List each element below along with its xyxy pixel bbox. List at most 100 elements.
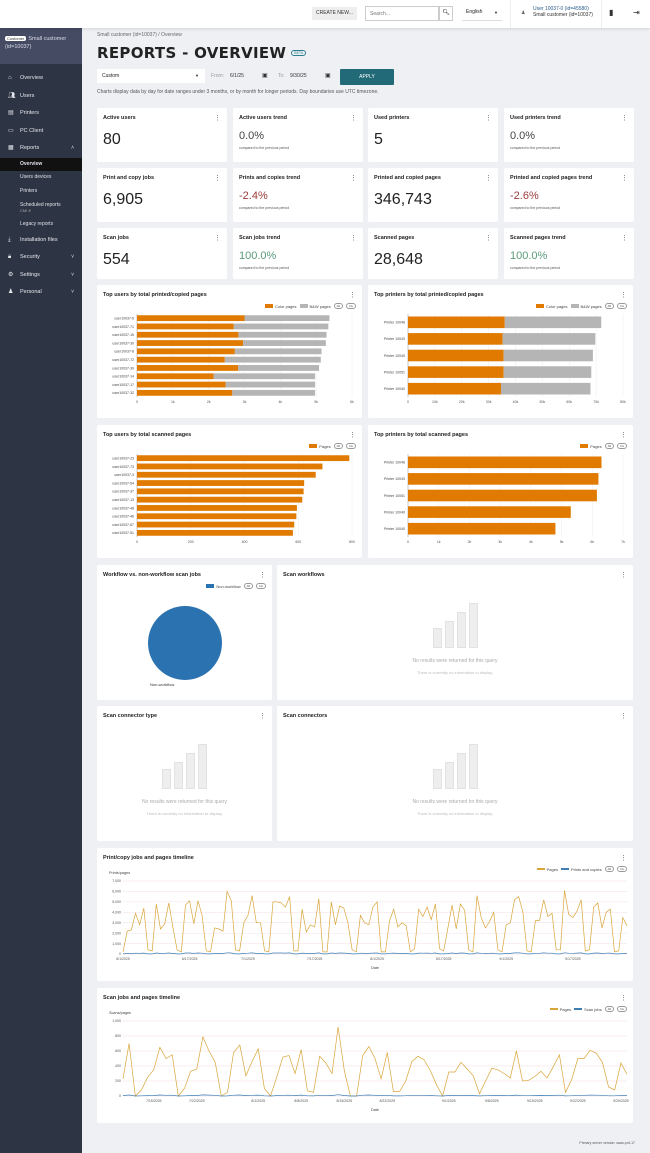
bar[interactable] [408,366,504,378]
bar[interactable] [244,315,330,322]
sidebar-item-printers[interactable]: ▤ Printers [0,105,82,123]
invert-toggle[interactable]: Inv [616,303,627,309]
legend-item[interactable]: B&W pages [570,304,602,309]
bar[interactable] [137,323,234,330]
bar[interactable] [408,316,505,329]
create-new-button[interactable]: CREATE NEW... [312,7,357,20]
calendar-icon[interactable]: ▣ [262,73,268,79]
more-menu-icon[interactable]: ⋮ [620,432,627,439]
all-toggle[interactable]: All [243,583,253,589]
breadcrumb[interactable]: Small customer (id=10037) / Overview [97,32,182,38]
invert-toggle[interactable]: Inv [616,1006,627,1012]
all-toggle[interactable]: All [604,866,614,872]
logout-icon[interactable]: ⇥ [633,8,640,17]
invert-toggle[interactable]: Inv [616,866,627,872]
all-toggle[interactable]: All [333,303,343,309]
legend-item[interactable]: Pages [549,1007,571,1012]
sidebar-item-pc-client[interactable]: ▭ PC Client [0,123,82,141]
bar[interactable] [137,480,305,486]
all-toggle[interactable]: All [333,443,343,449]
bar[interactable] [232,389,316,396]
invert-toggle[interactable]: Inv [255,583,266,589]
to-date-input[interactable]: 9/30/25 [290,73,307,79]
more-menu-icon[interactable]: ⋮ [485,175,492,182]
series-line-jobs[interactable] [122,1094,628,1097]
sidebar-item-settings[interactable]: ⚙ Settings ˅ [0,267,82,285]
more-menu-icon[interactable]: ⋮ [349,432,356,439]
more-menu-icon[interactable]: ⋮ [350,175,357,182]
from-date-input[interactable]: 6/1/25 [230,73,244,79]
bar[interactable] [137,381,226,388]
bar[interactable] [408,333,503,345]
more-menu-icon[interactable]: ⋮ [621,235,628,242]
bar[interactable] [504,316,602,329]
more-menu-icon[interactable]: ⋮ [485,115,492,122]
bar[interactable] [137,373,214,380]
bar[interactable] [137,496,303,503]
bar[interactable] [500,382,591,395]
more-menu-icon[interactable]: ⋮ [214,235,221,242]
sidebar-item-security[interactable]: 🔒︎ Security ˅ [0,249,82,267]
more-menu-icon[interactable]: ⋮ [620,292,627,299]
sidebar-item-installation-files[interactable]: ⤓ Installation files [0,232,82,250]
more-menu-icon[interactable]: ⋮ [620,995,627,1002]
series-line-jobs[interactable] [122,952,628,955]
bar[interactable] [238,365,320,371]
all-toggle[interactable]: All [604,1006,614,1012]
address-book-icon[interactable]: ▮ [609,8,614,17]
apply-button[interactable]: APPLY [340,69,394,85]
sidebar-subitem-users-devices[interactable]: Users devices [20,174,52,180]
bar[interactable] [137,529,293,536]
bar[interactable] [408,349,504,362]
bar[interactable] [225,381,316,388]
bar[interactable] [137,471,316,478]
bar[interactable] [137,356,225,363]
bar[interactable] [233,323,329,330]
all-toggle[interactable]: All [604,443,614,449]
bar[interactable] [137,348,235,355]
bar[interactable] [408,473,599,485]
bar[interactable] [137,389,233,396]
sidebar-subitem-scheduled-reports[interactable]: Scheduled reports CMI ff [0,198,82,218]
more-menu-icon[interactable]: ⋮ [620,855,627,862]
more-menu-icon[interactable]: ⋮ [350,115,357,122]
invert-toggle[interactable]: Inv [345,443,356,449]
bar[interactable] [408,506,571,518]
bar[interactable] [137,488,304,495]
date-range-select[interactable]: Custom ▼ [97,69,205,83]
more-menu-icon[interactable]: ⋮ [214,175,221,182]
sidebar-item-reports[interactable]: ▦ Reports ˄ [0,140,82,158]
more-menu-icon[interactable]: ⋮ [259,713,266,720]
more-menu-icon[interactable]: ⋮ [214,115,221,122]
sidebar-item-overview[interactable]: ⌂ Overview [0,70,82,88]
bar[interactable] [137,331,239,338]
legend-item[interactable]: Prints and copies [560,867,602,872]
legend-item[interactable]: Scan jobs [574,1007,602,1012]
language-select[interactable]: English ▼ [462,6,502,21]
bar[interactable] [243,340,326,346]
more-menu-icon[interactable]: ⋮ [259,572,266,579]
bar[interactable] [503,366,592,378]
bar[interactable] [213,373,316,380]
sidebar-item-users[interactable]: 👥︎ Users [0,88,82,106]
bar[interactable] [137,521,295,528]
invert-toggle[interactable]: Inv [345,303,356,309]
more-menu-icon[interactable]: ⋮ [349,292,356,299]
legend-item[interactable]: Color pages [535,304,568,309]
legend-item[interactable]: Non-workflow [206,584,241,589]
search-button[interactable]: 🔍︎ [439,6,453,21]
bar[interactable] [238,331,327,338]
bar[interactable] [234,348,322,355]
legend-item[interactable]: B&W pages [299,304,331,309]
pie-slice[interactable] [148,606,222,680]
bar[interactable] [224,356,321,363]
more-menu-icon[interactable]: ⋮ [620,572,627,579]
sidebar-item-personal[interactable]: ♟ Personal ˅ [0,284,82,302]
sidebar-subitem-legacy-reports[interactable]: Legacy reports [20,221,54,227]
more-menu-icon[interactable]: ⋮ [485,235,492,242]
sidebar-subitem-overview[interactable]: Overview [0,157,82,171]
bar[interactable] [137,340,244,346]
bar[interactable] [408,489,597,502]
search-input[interactable] [365,6,439,21]
series-line-pages[interactable] [122,1026,628,1097]
